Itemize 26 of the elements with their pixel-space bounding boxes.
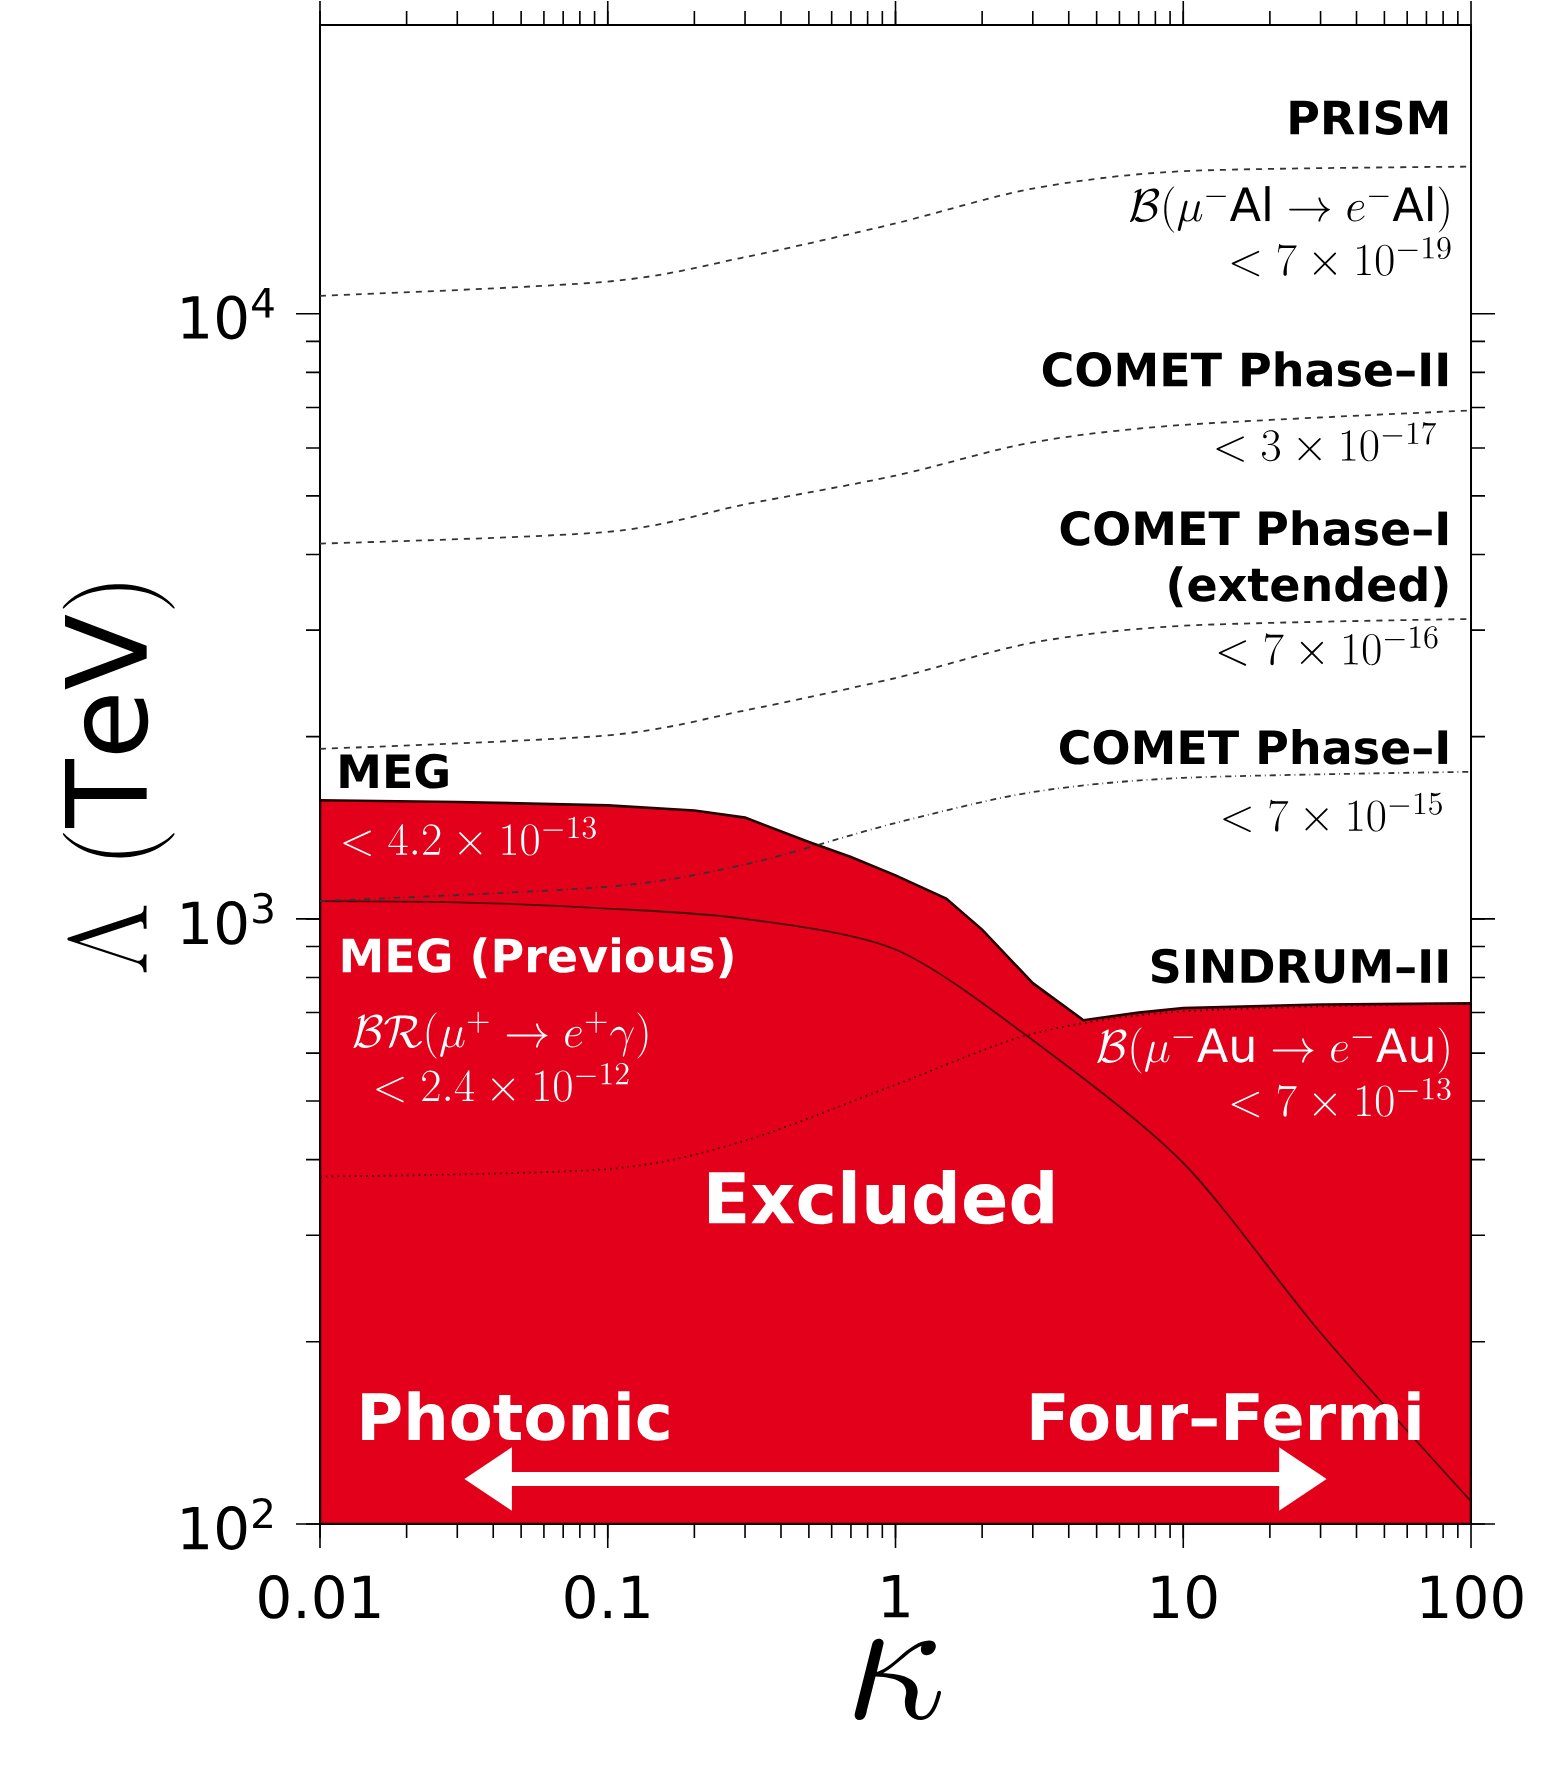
y-tick-label: 10$^{4}$: [182, 287, 274, 340]
x-tick-label: 0.1: [565, 1575, 649, 1619]
annotation: $<7\times10^{-15}$: [1223, 792, 1442, 833]
y-tick-label: 10$^{3}$: [182, 892, 273, 945]
annotation: COMET Phase–I: [1059, 728, 1448, 765]
x-tick-label: 1: [883, 1575, 909, 1618]
annotation: MEG (Previous): [342, 937, 733, 979]
x-axis-title: $\kappa$: [854, 1638, 942, 1720]
annotation: COMET Phase–I (extended): [1060, 510, 1448, 608]
x-tick-label: 10: [1152, 1575, 1217, 1619]
x-tick-label: 0.01: [259, 1575, 380, 1619]
y-axis-title: $\Lambda\ (\mathrm{TeV})$: [62, 584, 175, 973]
annotation: Excluded: [708, 1170, 1053, 1225]
x-tick-label: 100: [1422, 1575, 1523, 1619]
annotation: SINDRUM–II: [1151, 948, 1448, 984]
annotation: $\begin{array}{r}\mathcal{B}(\mu^-\mathrm{Al}\rightarrow e^-\mathrm{Al})\\<7\times10^{-19}\end{array}$: [1129, 186, 1451, 277]
annotation: $<4.2\times10^{-13}$: [343, 816, 596, 857]
annotation: $<3\times10^{-17}$: [1216, 422, 1437, 462]
annotation: Photonic: [362, 1391, 669, 1441]
annotation: $\begin{array}{c}\mathcal{BR}(\mu^+\rightarrow e^+\gamma)\\<2.4\times10^{-12}\end{array}$: [353, 1011, 648, 1103]
annotation: MEG: [340, 753, 448, 789]
annotation: $\begin{array}{r}\mathcal{B}(\mu^-\mathrm{Au}\rightarrow e^-\mathrm{Au})\\<7\times10^{-13}\end{array}$: [1097, 1027, 1451, 1118]
annotation: $<7\times10^{-16}$: [1218, 626, 1438, 666]
y-tick-label: 10$^{2}$: [182, 1498, 272, 1550]
annotation: COMET Phase–II: [1042, 351, 1448, 387]
annotation: PRISM: [1290, 100, 1448, 135]
